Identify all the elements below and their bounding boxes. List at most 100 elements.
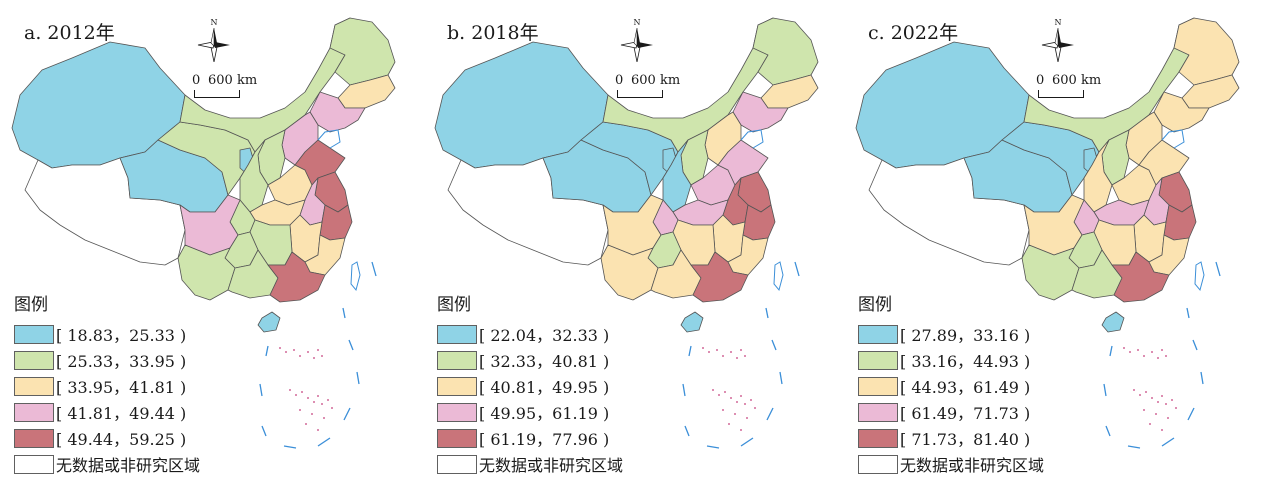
scale-bar: 0 600 km <box>615 73 681 103</box>
north-arrow-icon: N <box>620 18 653 62</box>
legend-label: [ 40.81，49.95 ) <box>479 378 610 397</box>
legend-label: [ 22.04，32.33 ) <box>479 326 610 345</box>
legend-label: [ 61.49，71.73 ) <box>900 404 1031 423</box>
legend-item: [ 40.81，49.95 ) <box>437 373 623 399</box>
legend-item: [ 61.19，77.96 ) <box>437 425 623 451</box>
legend-rows: [ 27.89，33.16 ) [ 33.16，44.93 ) [ 44.93，61… <box>858 321 1044 477</box>
map-panel-1: a. 2012年 N 0 600 km 图例 [ 18.83，25.33 ) [ … <box>0 0 422 488</box>
south-china-sea-islands <box>702 347 756 431</box>
nine-dash-line <box>1103 261 1221 449</box>
legend-label: [ 49.95，61.19 ) <box>479 404 610 423</box>
legend-item: [ 32.33，40.81 ) <box>437 347 623 373</box>
legend-swatch <box>14 428 54 448</box>
legend-label: [ 33.16，44.93 ) <box>900 352 1031 371</box>
legend: 图例 [ 27.89，33.16 ) [ 33.16，44.93 ) [ 44.93… <box>858 290 1044 477</box>
legend-swatch <box>14 376 54 396</box>
province-map <box>11 17 396 449</box>
legend-item: 无数据或非研究区域 <box>14 451 200 477</box>
legend-swatch <box>858 428 898 448</box>
legend-title: 图例 <box>14 295 48 315</box>
province-map <box>434 17 819 449</box>
north-arrow-icon: N <box>197 18 230 62</box>
region-sichuan <box>179 194 241 256</box>
region-taiwan <box>1194 261 1205 292</box>
legend-swatch <box>858 402 898 422</box>
legend-swatch <box>858 454 898 474</box>
map-title: a. 2012年 <box>24 22 115 44</box>
legend-label: [ 25.33，33.95 ) <box>56 352 187 371</box>
legend-item: [ 27.89，33.16 ) <box>858 321 1044 347</box>
legend-label: [ 44.93，61.49 ) <box>900 378 1031 397</box>
legend: 图例 [ 22.04，32.33 ) [ 32.33，40.81 ) [ 40.81… <box>437 290 623 477</box>
scale-zero-label: 0 <box>192 73 201 88</box>
legend-item: [ 41.81，49.44 ) <box>14 399 200 425</box>
legend-label: [ 71.73，81.40 ) <box>900 430 1031 449</box>
legend-swatch <box>437 350 477 370</box>
legend-item: [ 33.16，44.93 ) <box>858 347 1044 373</box>
legend-label: 无数据或非研究区域 <box>900 456 1045 475</box>
legend-item: [ 61.49，71.73 ) <box>858 399 1044 425</box>
legend-swatch <box>437 376 477 396</box>
legend-label: [ 61.19，77.96 ) <box>479 430 610 449</box>
scale-bar: 0 600 km <box>1036 73 1102 103</box>
scale-zero-label: 0 <box>1036 73 1045 88</box>
nine-dash-line <box>259 261 377 449</box>
legend-item: [ 44.93，61.49 ) <box>858 373 1044 399</box>
nine-dash-line <box>682 261 800 449</box>
region-hainan <box>1101 311 1125 333</box>
legend-item: [ 18.83，25.33 ) <box>14 321 200 347</box>
legend-swatch <box>858 376 898 396</box>
legend-rows: [ 22.04，32.33 ) [ 32.33，40.81 ) [ 40.81，49… <box>437 321 623 477</box>
scale-zero-label: 0 <box>615 73 624 88</box>
map-panel-2: b. 2018年 N 0 600 km 图例 [ 22.04，32.33 )[ … <box>423 0 845 488</box>
scale-bar-line <box>617 90 663 98</box>
bohai-coast <box>740 129 764 149</box>
legend-swatch <box>858 350 898 370</box>
region-hainan <box>257 311 281 333</box>
bohai-coast <box>1161 129 1185 149</box>
legend-item: [ 71.73，81.40 ) <box>858 425 1044 451</box>
legend-title: 图例 <box>437 295 471 315</box>
legend-swatch <box>14 402 54 422</box>
compass-label: N <box>211 18 218 27</box>
legend-item: 无数据或非研究区域 <box>437 451 623 477</box>
legend-item: [ 49.95，61.19 ) <box>437 399 623 425</box>
legend-title: 图例 <box>858 295 892 315</box>
legend-label: [ 32.33，40.81 ) <box>479 352 610 371</box>
region-hainan <box>680 311 704 333</box>
region-heilongjiang <box>329 17 396 86</box>
map-title: b. 2018年 <box>447 22 539 44</box>
region-heilongjiang <box>752 17 819 86</box>
legend-swatch <box>437 402 477 422</box>
scale-bar-line <box>194 90 240 98</box>
region-sichuan <box>602 194 664 256</box>
map-title: c. 2022年 <box>868 22 959 44</box>
scale-distance-label: 600 km <box>1052 73 1102 88</box>
map-panel-3: c. 2022年 N 0 600 km 图例 [ 27.89，33.16 )[ … <box>844 0 1266 488</box>
scale-bar: 0 600 km <box>192 73 257 103</box>
region-taiwan <box>773 261 784 292</box>
legend-swatch <box>858 324 898 344</box>
region-guangdong <box>267 251 326 303</box>
legend-swatch <box>14 454 54 474</box>
legend-item: [ 49.44，59.25 ) <box>14 425 200 451</box>
legend-label: [ 18.83，25.33 ) <box>56 326 187 345</box>
south-china-sea-islands <box>279 347 333 431</box>
north-arrow-icon: N <box>1041 18 1074 62</box>
region-guangdong <box>690 251 749 303</box>
legend-item: [ 25.33，33.95 ) <box>14 347 200 373</box>
legend-label: [ 27.89，33.16 ) <box>900 326 1031 345</box>
legend-swatch <box>14 324 54 344</box>
legend-rows: [ 18.83，25.33 ) [ 25.33，33.95 ) [ 33.95，41… <box>14 321 200 477</box>
legend-label: [ 41.81，49.44 ) <box>56 404 187 423</box>
scale-distance-label: 600 km <box>631 73 681 88</box>
legend-item: [ 22.04，32.33 ) <box>437 321 623 347</box>
region-sichuan <box>1023 194 1085 256</box>
region-taiwan <box>350 261 361 292</box>
legend-swatch <box>14 350 54 370</box>
legend-swatch <box>437 324 477 344</box>
compass-label: N <box>634 18 641 27</box>
legend-label: [ 49.44，59.25 ) <box>56 430 187 449</box>
legend-label: 无数据或非研究区域 <box>479 456 624 475</box>
legend: 图例 [ 18.83，25.33 ) [ 25.33，33.95 ) [ 33.95… <box>14 290 200 477</box>
